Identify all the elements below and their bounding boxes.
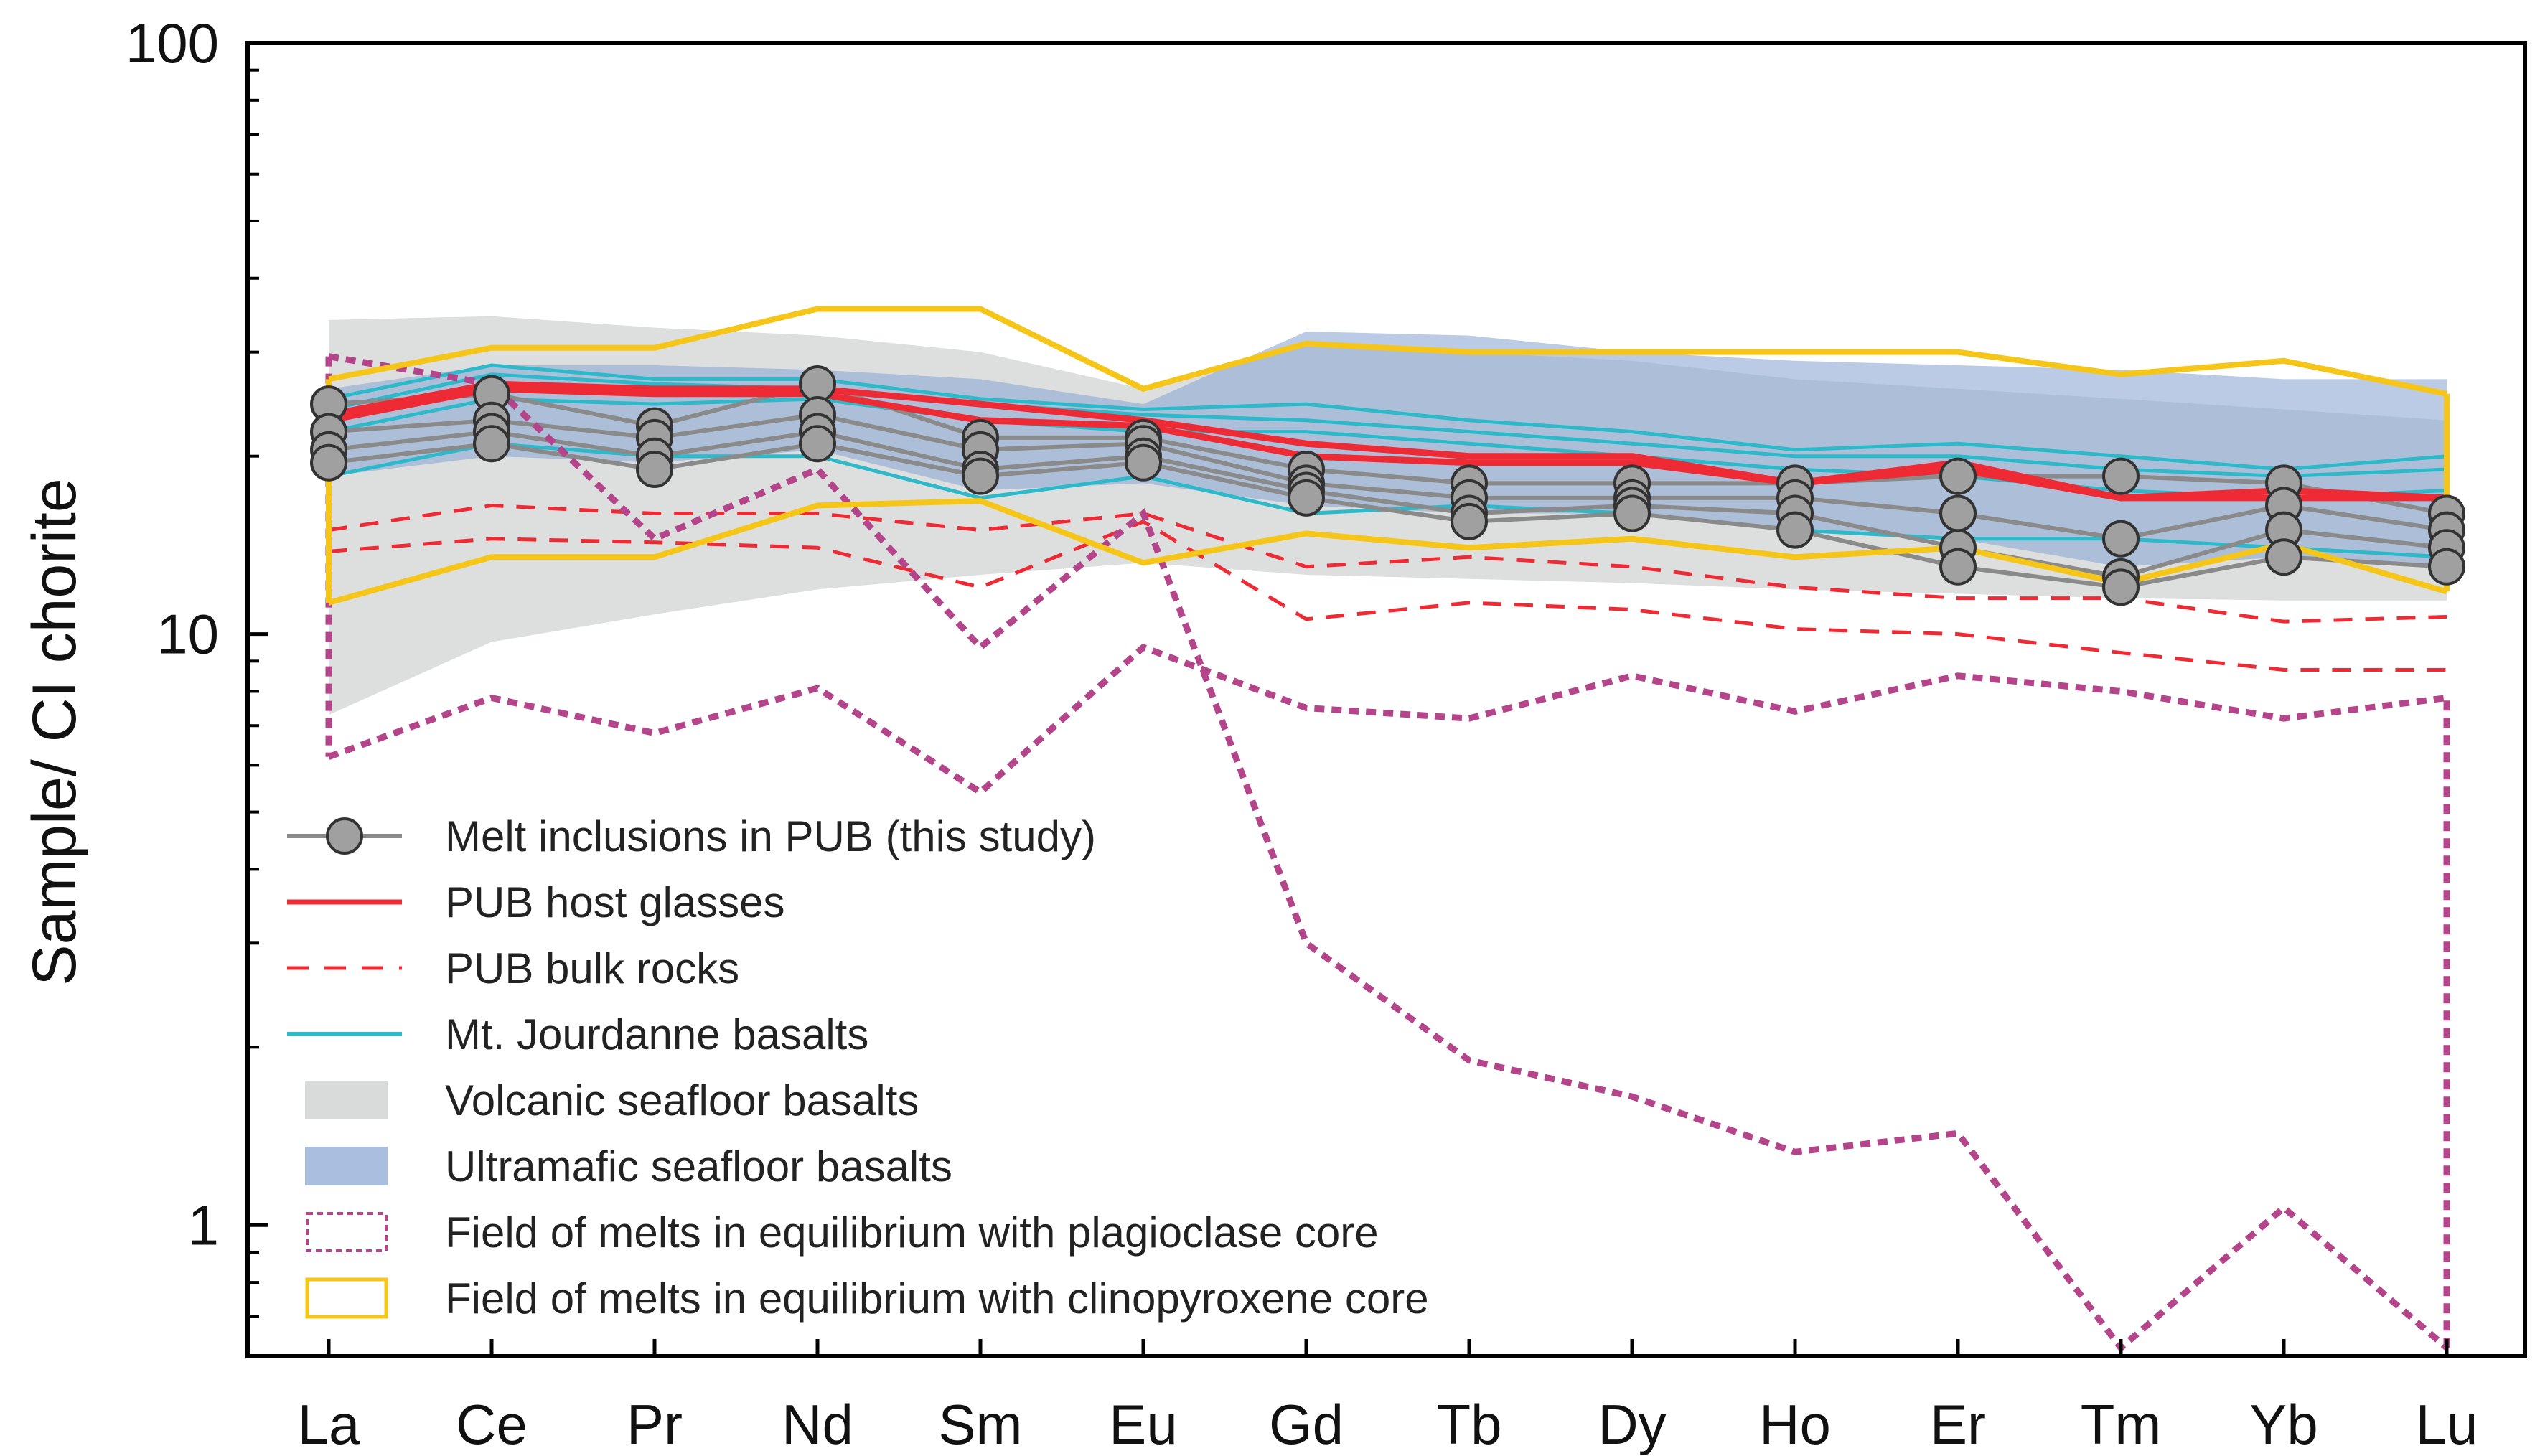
legend-marker-melt-inclusions <box>326 817 363 855</box>
legend-label: Volcanic seafloor basalts <box>445 1076 919 1124</box>
x-tick-label: Sm <box>939 1393 1023 1456</box>
series-line-jour-8 <box>328 363 2447 471</box>
x-tick-label: Er <box>1930 1393 1986 1456</box>
y-tick-label: 100 <box>126 11 219 75</box>
legend-symbol-plagioclase <box>306 1212 388 1252</box>
melt-inclusion-point <box>1288 479 1325 517</box>
x-tick-label: Ho <box>1759 1393 1831 1456</box>
plagioclase-field-lower <box>327 643 2447 797</box>
melt-inclusion-point <box>1776 511 1814 549</box>
x-tick-label: Dy <box>1598 1393 1666 1456</box>
melt-inclusion-point <box>1939 494 1977 532</box>
series-line-mi-0 <box>328 382 2447 516</box>
melt-inclusion-point <box>799 365 836 403</box>
legend-symbol-clinopyroxene <box>305 1277 388 1319</box>
melt-inclusion-point <box>2102 568 2140 606</box>
x-tick-label: La <box>298 1393 360 1456</box>
series-line-jour-9 <box>328 372 2447 479</box>
clinopyroxene-field-upper <box>328 306 2447 397</box>
legend-label: Ultramafic seafloor basalts <box>445 1142 952 1190</box>
x-tick-label: Pr <box>627 1393 683 1456</box>
legend-symbol-volcanic <box>305 1081 388 1119</box>
x-tick-label: Nd <box>782 1393 853 1456</box>
melt-inclusion-point <box>2265 538 2302 576</box>
series-line-jour-10 <box>328 397 2447 500</box>
series-line-bulk-7 <box>328 520 2447 672</box>
x-tick-label: Tm <box>2081 1393 2162 1456</box>
melt-inclusion-point <box>473 425 510 463</box>
legend-label: Field of melts in equilibrium with clino… <box>445 1274 1429 1323</box>
legend-symbol-ultramafic <box>305 1147 388 1185</box>
plagioclase-field-upper <box>328 353 2449 1353</box>
melt-inclusion-point <box>962 457 999 495</box>
x-tick-label: Ce <box>456 1393 528 1456</box>
melt-inclusion-point <box>1939 548 1977 586</box>
melt-inclusion-point <box>799 425 836 463</box>
melt-inclusion-point <box>1613 494 1651 532</box>
melt-inclusion-point <box>2102 457 2140 495</box>
legend-label: PUB host glasses <box>445 878 785 926</box>
melt-inclusion-point <box>2428 548 2465 586</box>
plot-frame <box>245 41 2527 1358</box>
legend-label: Field of melts in equilibrium with plagi… <box>445 1208 1379 1257</box>
legend-label: PUB bulk rocks <box>445 944 739 992</box>
melt-inclusion-point <box>636 451 673 489</box>
x-tick-label: Lu <box>2416 1393 2478 1456</box>
melt-inclusion-point <box>1125 443 1162 482</box>
x-tick-label: Yb <box>2249 1393 2318 1456</box>
x-tick-label: Eu <box>1109 1393 1177 1456</box>
y-tick-label: 1 <box>188 1193 219 1257</box>
melt-inclusion-point <box>1451 502 1488 540</box>
legend-label: Mt. Jourdanne basalts <box>445 1010 868 1058</box>
melt-inclusion-point <box>1939 457 1977 495</box>
x-tick-label: Gd <box>1269 1393 1344 1456</box>
series-line-mi-2 <box>328 429 2447 579</box>
series-line-mi-3 <box>328 441 2447 590</box>
series-line-bulk-6 <box>328 504 2447 624</box>
series-line-mi-1 <box>328 413 2447 541</box>
clinopyroxene-field-lower <box>327 498 2448 606</box>
melt-inclusion-point <box>310 443 347 482</box>
y-tick-label: 10 <box>156 603 219 666</box>
legend-label: Melt inclusions in PUB (this study) <box>445 812 1096 860</box>
y-axis-label: Sample/ CI chorite <box>20 478 89 985</box>
melt-inclusion-point <box>2102 520 2140 558</box>
x-tick-label: Tb <box>1436 1393 1501 1456</box>
series-line-host-5 <box>328 385 2447 502</box>
